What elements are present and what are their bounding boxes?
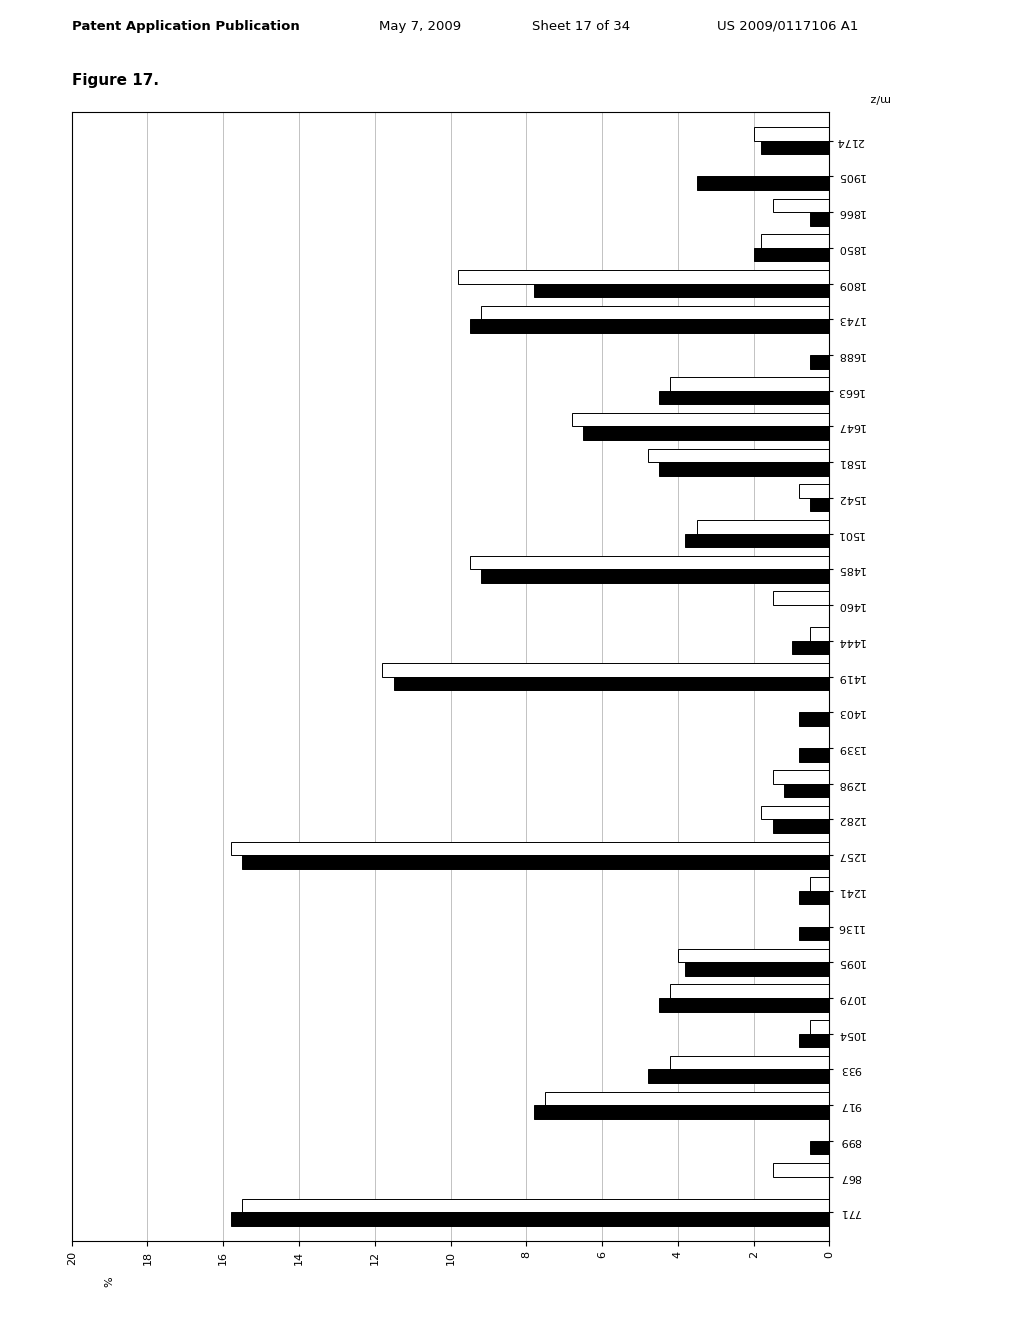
Bar [481,569,829,583]
Text: Figure 17.: Figure 17. [72,73,159,87]
Bar [773,770,829,784]
Bar [647,449,829,462]
Bar [811,355,829,368]
Bar [671,1056,829,1069]
Bar [584,426,829,440]
Bar [754,248,829,261]
Text: Patent Application Publication: Patent Application Publication [72,20,299,33]
Bar [754,127,829,141]
Bar [784,784,829,797]
Bar [811,213,829,226]
Bar [659,391,829,404]
Bar [811,1140,829,1155]
Bar [685,533,829,548]
Bar [761,235,829,248]
Bar [230,842,829,855]
Bar [773,198,829,213]
Bar [647,1069,829,1082]
Bar [799,891,829,904]
Bar [382,663,829,677]
Bar [534,1105,829,1118]
Bar [534,284,829,297]
Text: %: % [104,1276,115,1287]
Text: Sheet 17 of 34: Sheet 17 of 34 [532,20,631,33]
Bar [697,177,829,190]
Bar [811,627,829,640]
Text: m/z: m/z [868,94,889,103]
Bar [470,556,829,569]
Bar [811,878,829,891]
Text: US 2009/0117106 A1: US 2009/0117106 A1 [717,20,858,33]
Bar [761,805,829,820]
Bar [659,998,829,1011]
Bar [773,591,829,605]
Bar [799,484,829,498]
Bar [243,855,829,869]
Bar [678,949,829,962]
Bar [394,676,829,690]
Bar [470,319,829,333]
Bar [671,985,829,998]
Bar [799,713,829,726]
Bar [799,927,829,940]
Text: May 7, 2009: May 7, 2009 [379,20,461,33]
Bar [685,962,829,975]
Bar [811,498,829,511]
Bar [799,1034,829,1047]
Bar [659,462,829,475]
Bar [811,1020,829,1034]
Bar [799,748,829,762]
Bar [481,306,829,319]
Bar [546,1092,829,1105]
Bar [571,413,829,426]
Bar [792,640,829,655]
Bar [243,1199,829,1212]
Bar [230,1212,829,1226]
Bar [761,141,829,154]
Bar [773,1163,829,1176]
Bar [773,820,829,833]
Bar [671,378,829,391]
Bar [458,271,829,284]
Bar [697,520,829,533]
